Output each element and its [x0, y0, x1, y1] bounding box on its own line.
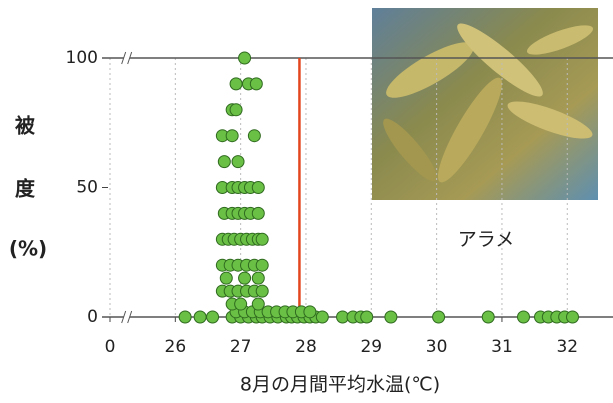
y-tick-label: 50 — [76, 178, 98, 198]
data-point — [255, 232, 269, 246]
axis-break — [123, 314, 130, 320]
data-point — [251, 297, 265, 311]
data-point — [481, 310, 495, 324]
data-point — [178, 310, 192, 324]
photo — [372, 8, 598, 200]
data-point — [384, 310, 398, 324]
x-tick-label: 0 — [105, 337, 116, 357]
y-tick-label: 0 — [87, 307, 98, 327]
data-point — [315, 310, 329, 324]
data-point — [251, 271, 265, 285]
data-point — [247, 129, 261, 143]
x-label: 8月の月間平均水温(℃) — [240, 374, 440, 396]
data-point — [303, 305, 317, 319]
data-point — [234, 297, 248, 311]
x-tick-label: 26 — [165, 337, 187, 357]
data-point — [251, 181, 265, 194]
data-point — [193, 310, 207, 324]
data-point — [219, 271, 233, 285]
x-tick-label: 29 — [360, 337, 382, 357]
data-point — [432, 310, 446, 324]
y-label: 被 — [15, 114, 36, 138]
x-tick-label: 27 — [230, 337, 252, 357]
axis-break — [121, 310, 127, 324]
data-point — [255, 284, 269, 298]
x-tick-label: 28 — [295, 337, 317, 357]
data-point — [255, 258, 269, 272]
axis-break — [127, 310, 133, 324]
data-point — [360, 310, 374, 324]
y-tick-label: 100 — [66, 48, 98, 68]
data-point — [231, 155, 245, 169]
data-point — [238, 51, 252, 65]
data-point — [229, 103, 243, 117]
axis-break — [123, 55, 130, 61]
x-tick-label: 30 — [426, 337, 448, 357]
x-tick-label: 32 — [556, 337, 578, 357]
data-point — [517, 310, 531, 324]
data-point — [225, 129, 239, 143]
data-point — [217, 155, 231, 169]
data-point — [238, 271, 252, 285]
data-point — [565, 310, 579, 324]
axis-break — [121, 51, 127, 65]
data-point — [229, 77, 243, 91]
data-point — [249, 77, 263, 91]
y-label: (%) — [9, 237, 47, 261]
x-tick-label: 31 — [491, 337, 513, 357]
y-label: 度 — [15, 177, 36, 201]
axis-break — [127, 51, 133, 65]
data-point — [206, 310, 220, 324]
data-point — [251, 206, 265, 220]
annotation: アラメ — [458, 229, 514, 251]
